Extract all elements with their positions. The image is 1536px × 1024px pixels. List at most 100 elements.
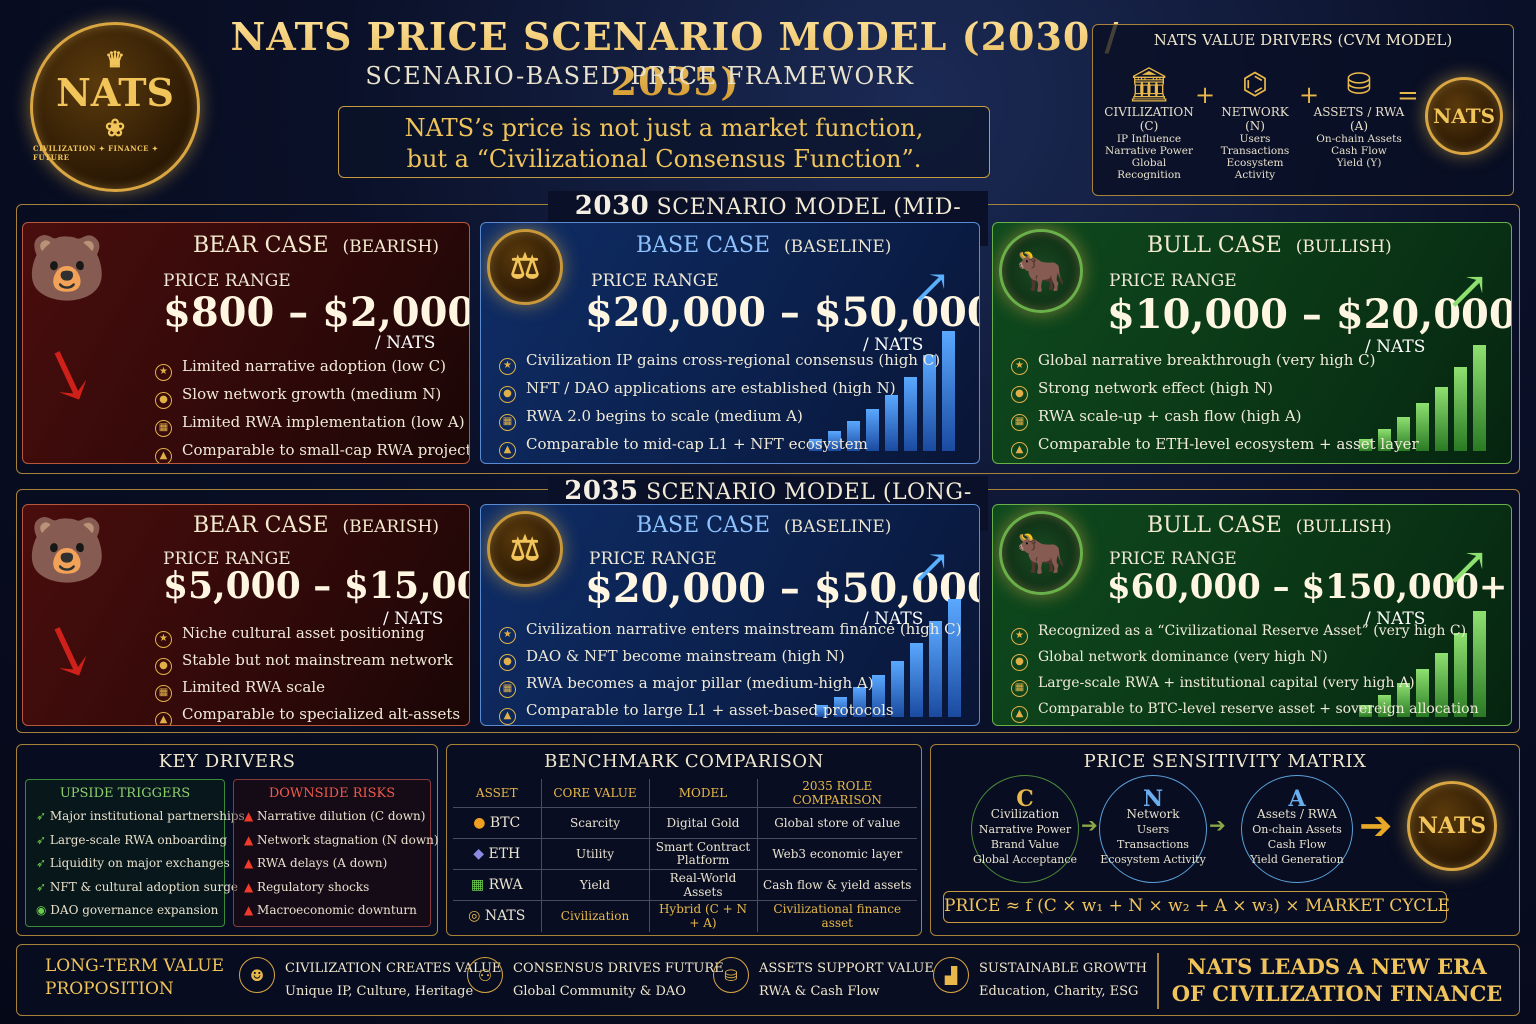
table-row: ◎ NATS Civilization Hybrid (C + N + A) C… — [453, 900, 917, 932]
bullet-list: ★ Niche cultural asset positioning ● Stabl… — [155, 621, 460, 725]
price-range: $20,000 – $50,000 — [585, 565, 980, 612]
bar — [1473, 345, 1486, 451]
table-header: ASSET CORE VALUE MODEL 2035 ROLE COMPARI… — [453, 779, 917, 808]
warning-icon: ▲ — [244, 903, 258, 917]
table-row: ● BTC Scarcity Digital Gold Global store… — [453, 807, 917, 839]
crown-icon: ♛ — [105, 46, 125, 73]
nats-logo: ♛ NATS ❀ CIVILIZATION ✦ FINANCE ✦ FUTURE — [30, 22, 200, 192]
price-range: $60,000 – $150,000+ — [1107, 567, 1508, 607]
down-arrow-icon: ↘ — [26, 325, 110, 423]
tagline-quote: NATS’s price is not just a market functi… — [338, 106, 990, 178]
benchmark-table: ASSET CORE VALUE MODEL 2035 ROLE COMPARI… — [453, 779, 917, 932]
big-arrow-icon: ➔ — [1359, 803, 1393, 849]
bar — [904, 377, 917, 451]
bar — [942, 331, 955, 451]
growth-bars — [1359, 595, 1486, 717]
growth-chart-icon: ▟ — [933, 957, 969, 993]
benchmark-panel: BENCHMARK COMPARISON ASSET CORE VALUE MO… — [446, 744, 922, 936]
key-drivers-panel: KEY DRIVERS UPSIDE TRIGGERS ➶ Major inst… — [16, 744, 439, 936]
bar — [853, 687, 866, 717]
check-icon: ★ — [155, 364, 172, 381]
upside-box: UPSIDE TRIGGERS ➶ Major institutional pa… — [25, 779, 245, 927]
bank-icon: ▦ — [155, 420, 172, 437]
down-arrow-icon: ↘ — [26, 601, 110, 699]
warning-icon: ▲ — [244, 809, 258, 823]
bar — [929, 621, 942, 717]
driver-assets: ⛁ ASSETS / RWA (A) On-chain Assets Cash … — [1313, 67, 1405, 169]
vp-item: ⛁ ASSETS SUPPORT VALUE RWA & Cash Flow — [713, 957, 934, 1003]
node-assets: A Assets / RWA On-chain Assets Cash Flow… — [1241, 775, 1353, 883]
rocket-icon: ➶ — [36, 809, 50, 823]
growth-bars — [1359, 323, 1486, 451]
warning-icon: ▲ — [244, 856, 258, 870]
bar — [1359, 705, 1372, 717]
bar — [872, 675, 885, 717]
price-formula: PRICE ≈ f (C × w₁ + N × w₂ + A × w₃) × M… — [943, 891, 1450, 923]
nats-coin-icon: ◎ — [468, 908, 481, 925]
growth-bars — [815, 593, 961, 717]
bar — [866, 409, 879, 451]
bar — [809, 439, 822, 451]
page-subtitle: SCENARIO-BASED PRICE FRAMEWORK — [365, 62, 915, 90]
bear-icon: 🐻 — [27, 232, 107, 306]
bar — [1416, 669, 1429, 717]
up-arrow-icon: ↗ — [1445, 535, 1491, 598]
bar — [815, 705, 828, 717]
price-range: $800 – $2,000 — [163, 289, 470, 336]
base-card-2030: ⚖ BASE CASE (BASELINE) PRICE RANGE $20,0… — [480, 222, 980, 464]
lotus-icon: ❀ — [104, 112, 126, 142]
up-arrow-icon: ↗ — [911, 539, 952, 595]
price-range: $20,000 – $50,000 — [585, 289, 980, 336]
bear-card-2035: 🐻 ↘ BEAR CASE (BEARISH) PRICE RANGE $5,0… — [22, 504, 470, 726]
vp-item: ☻ CIVILIZATION CREATES VALUE Unique IP, C… — [239, 957, 501, 1003]
globe-icon: ◉ — [36, 903, 51, 917]
bar — [1378, 695, 1391, 717]
bar — [828, 431, 841, 451]
driver-network: ⌬ NETWORK (N) Users Transactions Ecosyst… — [1207, 65, 1303, 181]
coins-icon: ⛁ — [713, 957, 749, 993]
bar — [1397, 417, 1410, 451]
up-arrow-icon: ↗ — [911, 259, 952, 315]
bull-card-2030: 🐂 BULL CASE (BULLISH) PRICE RANGE $10,00… — [992, 222, 1512, 464]
bar — [1397, 683, 1410, 717]
temple-icon: 🏛 — [1127, 65, 1171, 105]
driver-civilization: 🏛 CIVILIZATION (C) IP Influence Narrativ… — [1099, 65, 1199, 181]
bull-icon: 🐂 — [999, 229, 1083, 313]
bar — [1435, 653, 1448, 717]
bar — [1378, 429, 1391, 451]
nats-coin-icon: NATS — [1407, 781, 1497, 871]
bullet-list: ★ Global narrative breakthrough (very hig… — [1011, 347, 1419, 459]
chart-icon: ▲ — [155, 448, 172, 463]
coins-icon: ⛁ — [1346, 67, 1372, 102]
slogan: NATS LEADS A NEW ERA OF CIVILIZATION FIN… — [1171, 954, 1503, 1006]
downside-box: DOWNSIDE RISKS ▲ Narrative dilution (C d… — [233, 779, 439, 927]
bar — [891, 661, 904, 717]
bitcoin-icon: ● — [473, 815, 486, 831]
bar — [1473, 611, 1486, 717]
bullet-list: ★ Civilization IP gains cross-regional co… — [499, 347, 940, 459]
bar — [847, 421, 860, 451]
bar — [1416, 403, 1429, 451]
users-icon: ● — [155, 392, 172, 409]
table-row: ▦ RWA Yield Real-World Assets Cash flow … — [453, 869, 917, 901]
bar — [910, 643, 923, 717]
price-range: $5,000 – $15,000 — [163, 565, 469, 607]
warning-icon: ▲ — [244, 832, 258, 847]
rocket-icon: ➶ — [36, 856, 50, 870]
up-arrow-icon: ↗ — [1445, 259, 1491, 322]
rocket-icon: ➶ — [36, 832, 50, 847]
scales-icon: ⚖ — [487, 511, 563, 587]
warning-icon: ▲ — [244, 879, 258, 894]
arrow-icon: ➔ — [1081, 813, 1098, 837]
bar — [1454, 367, 1467, 451]
person-icon: ☻ — [239, 957, 275, 993]
page-title: NATS PRICE SCENARIO MODEL (2030 / 2035) — [200, 14, 1150, 104]
bar — [948, 599, 961, 717]
bull-icon: 🐂 — [999, 511, 1083, 595]
community-icon: ⚇ — [467, 957, 503, 993]
bear-card-2030: 🐻 ↘ BEAR CASE (BEARISH) PRICE RANGE $800… — [22, 222, 470, 464]
node-civilization: C Civilization Narrative Power Brand Val… — [971, 775, 1079, 883]
value-proposition-bar: LONG-TERM VALUE PROPOSITION ☻ CIVILIZATI… — [16, 944, 1520, 1016]
arrow-icon: ➔ — [1209, 813, 1226, 837]
value-drivers-panel: NATS VALUE DRIVERS (CVM MODEL) 🏛 CIVILIZ… — [1092, 24, 1514, 196]
